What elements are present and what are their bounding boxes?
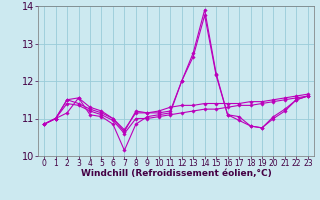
X-axis label: Windchill (Refroidissement éolien,°C): Windchill (Refroidissement éolien,°C) xyxy=(81,169,271,178)
